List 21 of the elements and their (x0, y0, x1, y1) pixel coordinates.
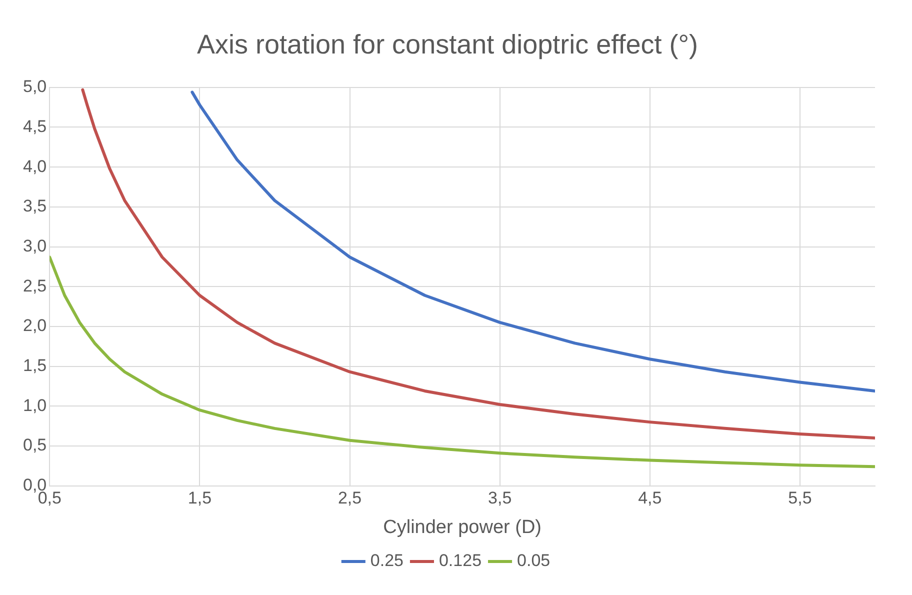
y-tick-label: 3,5 (22, 196, 47, 216)
y-tick-label: 4,5 (22, 116, 47, 136)
y-tick-label: 3,0 (22, 236, 47, 256)
legend-label: 0.25 (370, 551, 404, 570)
x-tick-label: 1,5 (188, 488, 212, 508)
y-tick-label: 5,0 (22, 77, 47, 96)
y-tick-label: 0,0 (22, 475, 47, 494)
y-tick-label: 4,0 (22, 156, 47, 176)
y-tick-label: 0,5 (22, 436, 47, 455)
y-tick-label: 2,5 (22, 276, 47, 296)
y-tick-label: 2,0 (22, 316, 47, 336)
legend-label: 0.05 (517, 551, 550, 570)
x-tick-label: 5,5 (788, 488, 812, 508)
x-tick-label: 2,5 (338, 488, 362, 508)
chart-title: Axis rotation for constant dioptric effect (°) (196, 30, 698, 60)
y-tick-label: 1,5 (22, 356, 47, 375)
x-tick-label: 4,5 (638, 488, 662, 508)
x-tick-label: 3,5 (488, 488, 512, 508)
legend-label: 0.125 (438, 551, 482, 570)
y-tick-label: 1,0 (22, 396, 47, 415)
x-axis-title: Cylinder power (D) (383, 516, 542, 538)
